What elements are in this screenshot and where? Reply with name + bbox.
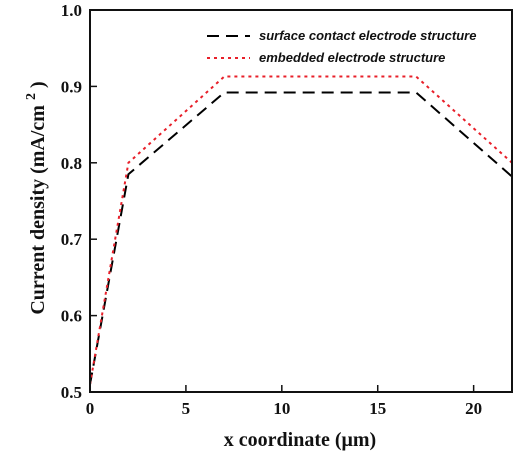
y-tick-label: 0.6 — [61, 307, 82, 326]
legend-label-1: surface contact electrode structure — [259, 28, 476, 43]
y-axis-title-close: ) — [27, 81, 49, 88]
y-tick-label: 0.8 — [61, 154, 82, 173]
ticks-layer: 0 5 10 15 20 0.5 0.6 0.7 0.8 0.9 1.0 — [61, 1, 482, 418]
y-axis-title-superscript: 2 — [24, 93, 39, 100]
x-axis-title: x coordinate (μm) — [224, 429, 376, 451]
y-axis-title: Current density (mA/cm 2 ) — [18, 81, 49, 314]
x-tick-label: 20 — [465, 399, 482, 418]
y-tick-label: 1.0 — [61, 1, 82, 20]
y-tick-label: 0.7 — [61, 230, 83, 249]
y-tick-label: 0.5 — [61, 383, 82, 402]
y-axis-title-main: Current density (mA/cm — [27, 105, 49, 315]
x-tick-label: 5 — [182, 399, 191, 418]
series-line-1 — [89, 91, 513, 385]
plot-frame — [89, 9, 513, 393]
x-tick-label: 0 — [86, 399, 95, 418]
x-tick-label: 10 — [273, 399, 290, 418]
legend: surface contact electrode structure embed… — [207, 28, 476, 65]
legend-label-2: embedded electrode structure — [259, 50, 445, 65]
series-layer — [89, 75, 513, 385]
x-tick-label: 15 — [369, 399, 386, 418]
series-line-2 — [89, 75, 513, 385]
y-tick-label: 0.9 — [61, 77, 82, 96]
